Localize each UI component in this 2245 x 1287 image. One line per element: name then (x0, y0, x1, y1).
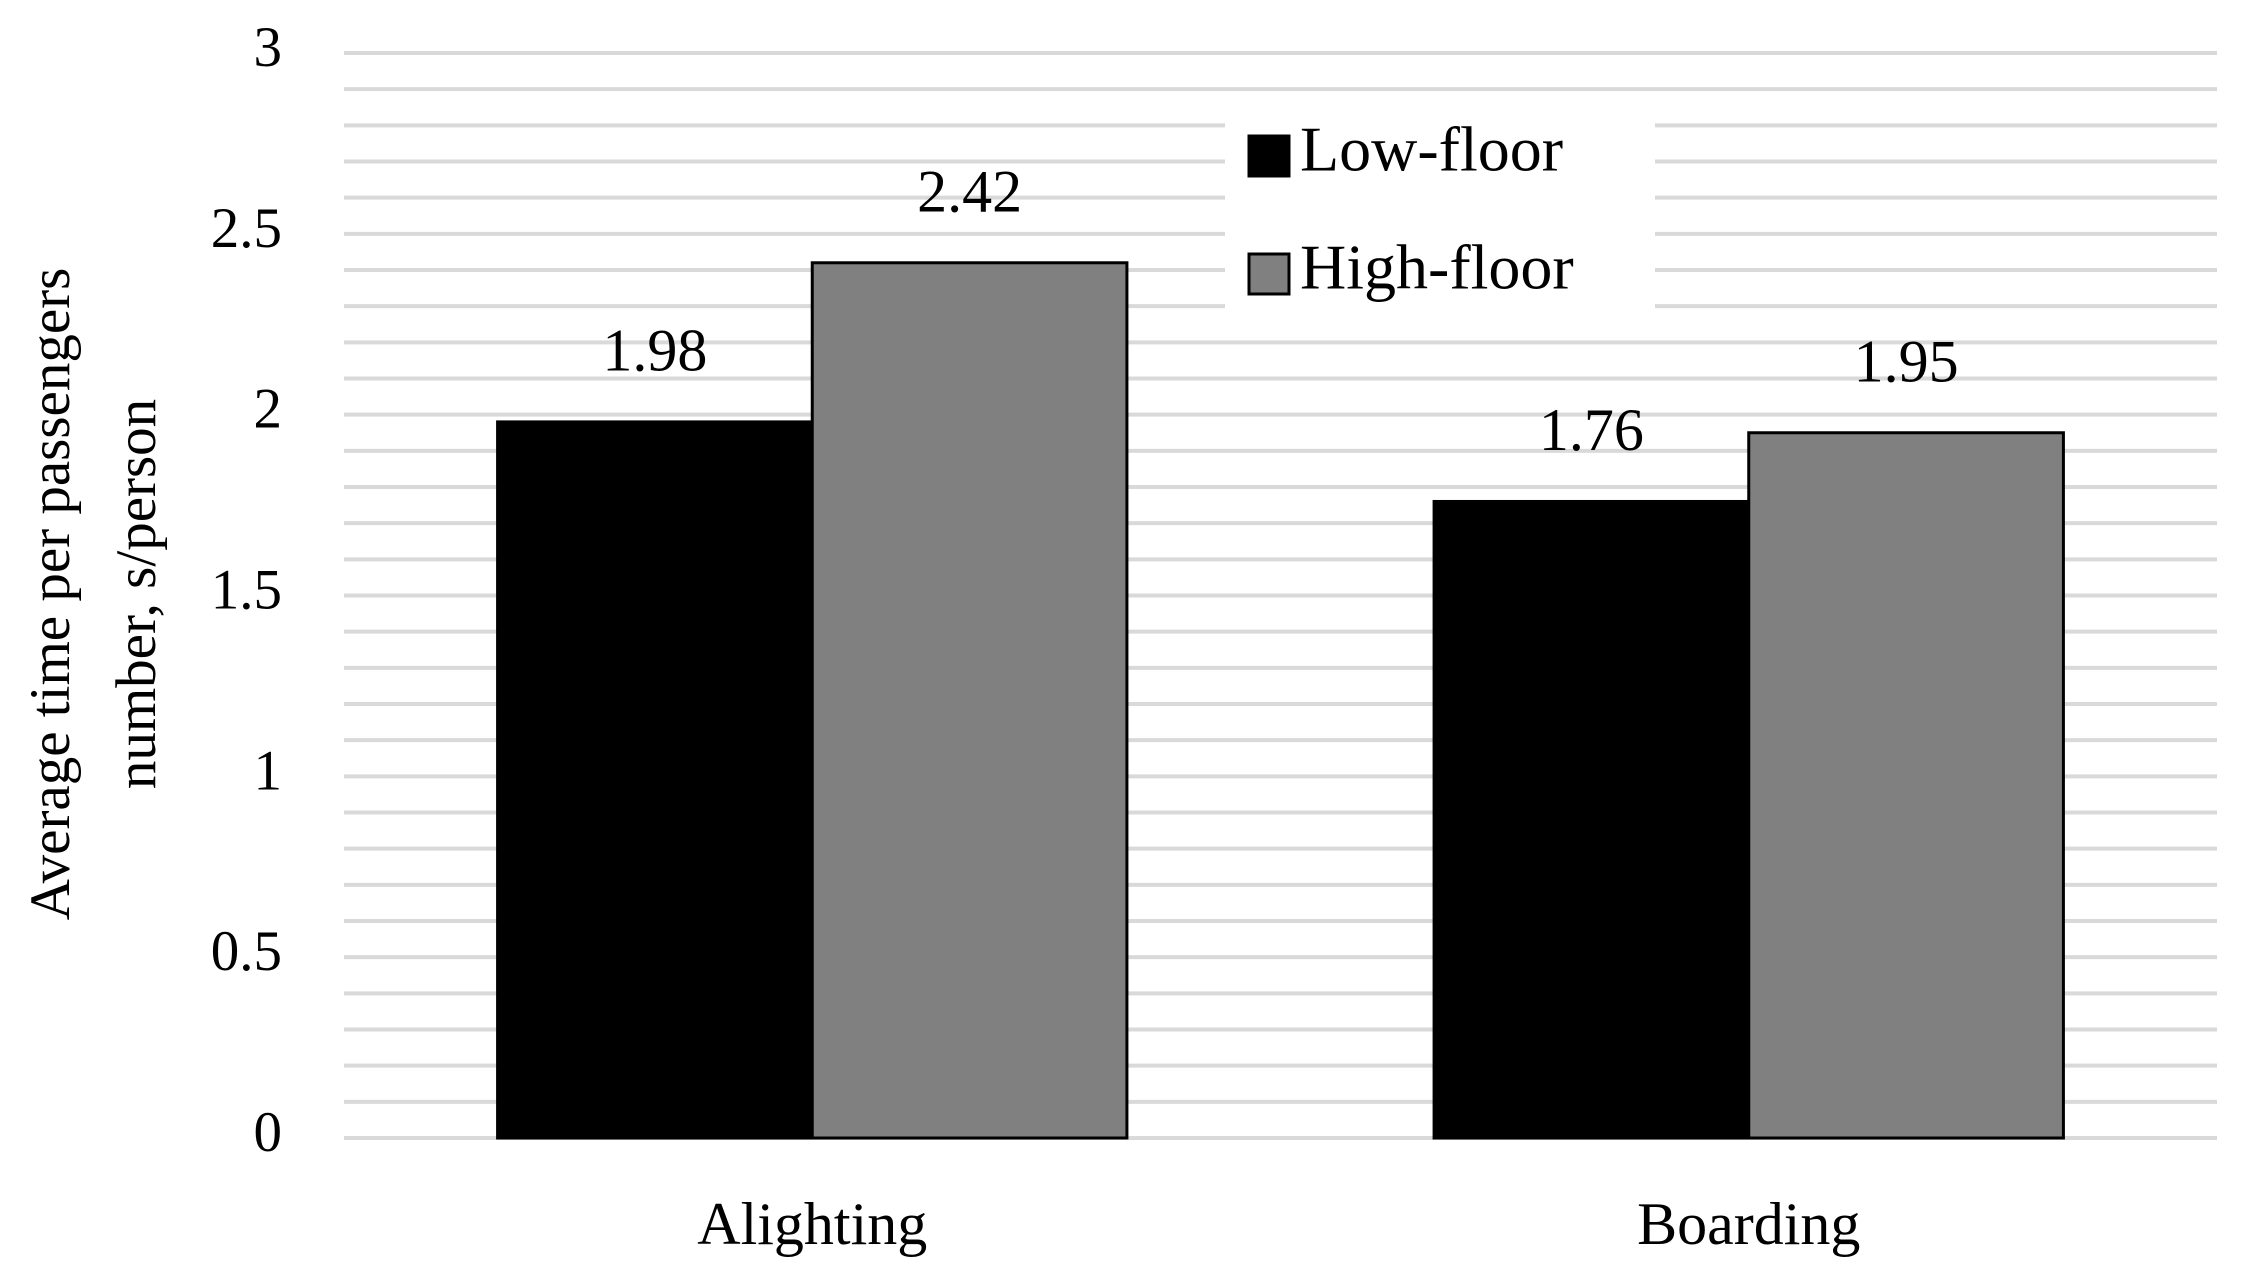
legend-label: High-floor (1300, 232, 1574, 303)
bar (1432, 499, 1751, 1140)
y-tick-label: 2.5 (211, 197, 282, 260)
y-tick-label: 0 (254, 1101, 283, 1164)
y-tick-label: 2 (254, 378, 283, 441)
x-tick-label: Boarding (1637, 1191, 1860, 1257)
value-label: 2.42 (917, 159, 1022, 225)
y-tick-label: 1.5 (211, 559, 282, 622)
value-label: 1.98 (602, 318, 707, 384)
legend: Low-floor High-floor (1225, 110, 1655, 325)
bar (810, 261, 1129, 1140)
legend-swatch (1247, 134, 1291, 178)
y-tick-label: 1 (254, 739, 283, 802)
y-tick-label: 3 (254, 16, 283, 79)
x-tick-label: Alighting (697, 1191, 927, 1257)
legend-swatch (1247, 252, 1291, 296)
value-label: 1.76 (1539, 397, 1644, 463)
legend-label: Low-floor (1300, 114, 1563, 185)
y-tick-label: 0.5 (211, 920, 282, 983)
y-axis-title-line: number, s/person (105, 399, 168, 789)
bar (496, 420, 814, 1140)
bar (1747, 431, 2065, 1140)
legend-background (1225, 110, 1655, 325)
y-axis-title: Average time per passengers number, s/pe… (19, 268, 168, 921)
value-label: 1.95 (1854, 329, 1959, 395)
y-axis-title-line: Average time per passengers (19, 268, 82, 921)
